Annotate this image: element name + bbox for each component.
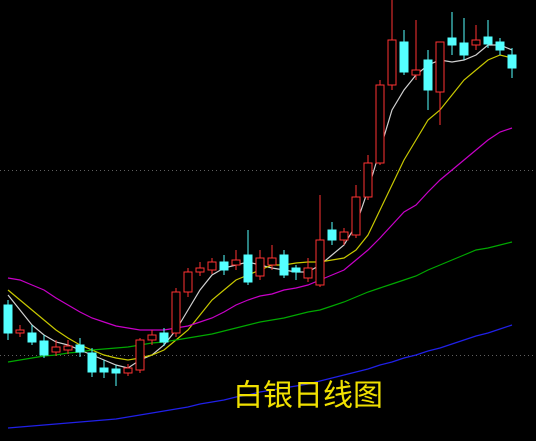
candle-body xyxy=(51,346,61,353)
candle-body xyxy=(387,39,397,86)
candle-body xyxy=(243,254,253,283)
candle-body xyxy=(351,196,361,236)
candle-body xyxy=(483,36,493,45)
candle-body xyxy=(75,344,85,353)
candle-body xyxy=(447,37,457,46)
candle-body xyxy=(183,271,193,293)
candle-body xyxy=(495,41,505,51)
candle-body xyxy=(423,59,433,91)
candle-body xyxy=(435,41,445,93)
candle-body xyxy=(459,42,469,56)
candle-body xyxy=(231,259,241,266)
ma-line xyxy=(7,324,513,429)
candle-body xyxy=(123,367,133,374)
candle-body xyxy=(111,368,121,374)
candle-body xyxy=(147,334,157,341)
candle-body xyxy=(363,162,373,198)
candle-body xyxy=(171,291,181,334)
ma-line xyxy=(7,127,513,331)
candle-body xyxy=(327,229,337,241)
candle-body xyxy=(375,84,385,164)
candle-body xyxy=(39,340,49,356)
candle-body xyxy=(207,261,217,271)
candle-body xyxy=(219,261,229,271)
candle-body xyxy=(279,254,289,276)
candle-body xyxy=(255,257,265,277)
grid xyxy=(0,170,536,356)
candle-body xyxy=(291,267,301,273)
candle-body xyxy=(303,267,313,279)
candle-body xyxy=(87,352,97,373)
candles xyxy=(3,0,517,386)
candle-body xyxy=(399,41,409,73)
candle-body xyxy=(15,329,25,334)
candle-body xyxy=(63,345,73,351)
candle-body xyxy=(27,332,37,343)
candle-body xyxy=(315,239,325,286)
candle-body xyxy=(339,231,349,241)
ma-line xyxy=(7,44,513,369)
candle-body xyxy=(3,304,13,334)
candle-body xyxy=(411,69,421,76)
candle-body xyxy=(159,332,169,343)
candle-body xyxy=(135,339,145,371)
candle-body xyxy=(507,54,517,69)
ma-lines xyxy=(7,44,513,429)
candle-body xyxy=(471,39,481,46)
chart-title: 白银日线图 xyxy=(233,379,383,414)
candle-body xyxy=(267,257,277,266)
candle-body xyxy=(99,367,109,373)
candle-body xyxy=(195,267,205,273)
